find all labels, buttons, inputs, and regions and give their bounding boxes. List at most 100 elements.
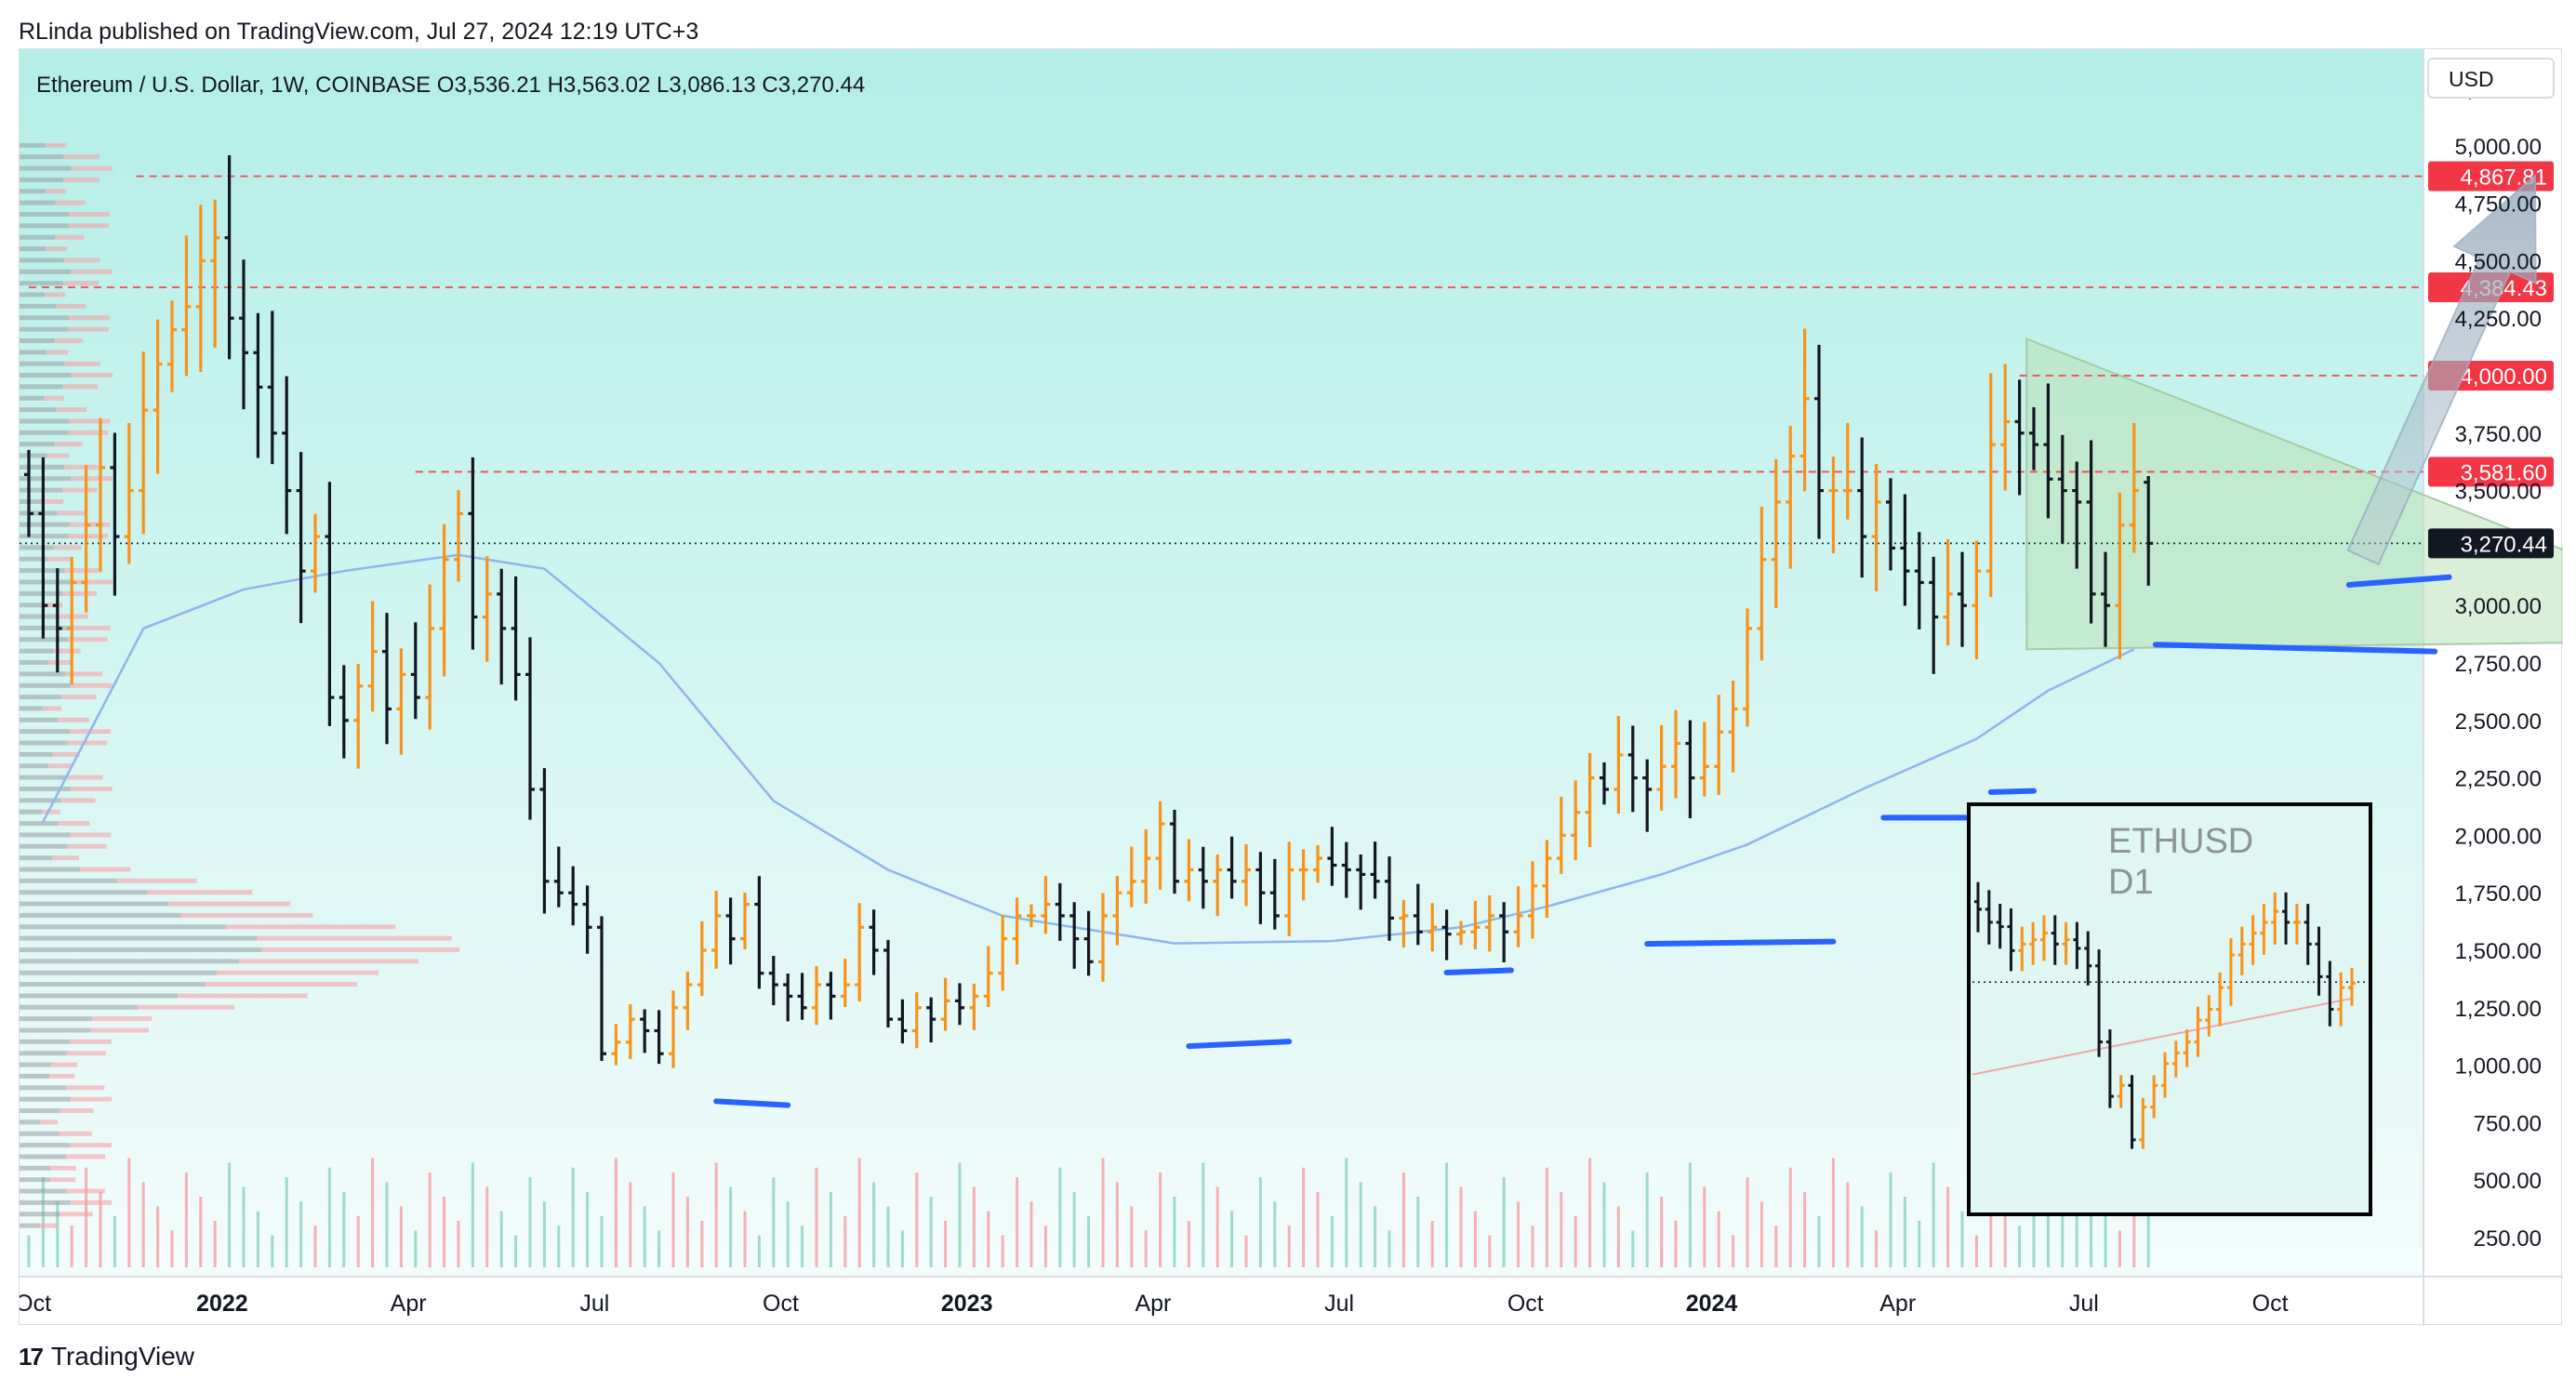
inset-bar [1974,881,1982,933]
ohlc-bar [940,977,950,1031]
profile-bar-down [68,637,108,643]
volume-bar [2118,1230,2121,1267]
volume-bar [643,1206,646,1267]
ohlc-bar [1728,681,1738,773]
profile-bar-up [20,982,206,987]
ohlc-bar [640,1009,650,1053]
ohlc-bar [855,903,865,1002]
profile-bar-up [20,487,63,493]
ohlc-bar [797,973,807,1020]
price-axis[interactable]: 5,250.005,000.004,750.004,500.004,250.00… [2455,77,2542,1252]
ohlc-bar [926,997,936,1043]
x-tick-label: Apr [1135,1291,1171,1317]
profile-bar-up [20,590,62,596]
profile-bar-up [20,281,63,286]
inset-bar [2171,1040,2180,1078]
profile-bar-up [20,453,47,458]
profile-bar-up [20,1119,41,1125]
ohlc-bar [1900,494,1910,606]
profile-bar-up [20,292,45,298]
ohlc-bar [167,300,177,392]
profile-bar-up [20,1073,50,1079]
inset-trend-line [1972,997,2353,1076]
profile-bar-up [20,901,169,907]
volume-bar [1016,1177,1019,1267]
volume-bar [829,1191,832,1267]
profile-bar-up [20,142,46,148]
ohlc-bar [1757,506,1767,661]
ohlc-bar [611,1024,621,1066]
profile-bar-down [70,1143,112,1148]
profile-bar-down [69,625,111,630]
volume-bar [815,1167,818,1267]
volume-bar [1374,1206,1377,1267]
volume-bar [1273,1201,1277,1267]
volume-bar [1473,1211,1477,1267]
volume-bar [1660,1197,1664,1267]
profile-bar-up [20,384,63,390]
support-line [2345,574,2452,588]
level-price-label: 3,270.44 [2461,532,2547,557]
ohlc-bar [110,432,120,596]
ohlc-bar [1242,844,1251,907]
profile-bar-up [20,682,71,688]
profile-bar-down [63,361,101,366]
profile-bar-down [43,603,63,608]
volume-bar [1674,1221,1678,1267]
level-price-tag [2428,457,2554,487]
inset-bar [2051,915,2059,965]
inset-bar [2062,921,2070,965]
profile-bar-down [70,1039,112,1044]
ohlc-bar [439,523,449,677]
volume-bar [1788,1167,1792,1267]
ohlc-bar [38,457,48,639]
profile-bar-up [20,775,66,780]
volume-bar [772,1177,776,1267]
profile-bar-down [226,924,396,930]
inset-bar [2237,926,2246,975]
profile-bar-down [138,1004,234,1010]
inset-bar [2326,960,2334,1027]
profile-bar-up [20,269,71,274]
inset-title: ETHUSD [2108,822,2253,861]
volume-bar [271,1235,274,1267]
profile-bar-down [56,407,87,413]
volume-bar [729,1186,733,1267]
profile-bar-up [20,798,61,803]
ohlc-bar [1027,904,1036,928]
inset-bar [2205,995,2213,1037]
currency-badge[interactable]: USD [2427,58,2555,99]
ohlc-bar [1699,722,1709,797]
volume-bar [700,1221,704,1267]
profile-bar-down [67,1051,106,1056]
profile-bar-up [20,177,64,182]
ohlc-bar [1671,709,1680,799]
ohlc-bar [768,956,778,1006]
profile-bar-down [53,545,82,550]
time-axis[interactable]: Oct 2022 Apr Jul Oct 2023 Apr Jul Oct 2024 Apr Jul O… [20,1291,2289,1317]
profile-bar-down [69,418,111,424]
profile-bar-up [20,1016,93,1022]
ohlc-bar [1627,725,1638,813]
ohlc-bar [282,376,292,535]
profile-bar-down [67,740,108,746]
profile-bar-down [70,1096,113,1102]
ohlc-bar [883,939,893,1028]
profile-bar-up [20,418,70,424]
volume-bar [929,1197,933,1267]
profile-bar-down [68,326,109,332]
profile-bar-up [20,706,43,711]
profile-bar-down [50,1177,76,1183]
chart-area[interactable]: 4,867.81 4,384.43 4,000.00 3,581.60 3,270.44… [19,48,2563,1326]
inset-frame [1967,802,2372,1216]
inset-bar [2161,1052,2169,1098]
inset-bar [2304,904,2312,965]
volume-bar [471,1162,474,1267]
volume-bar [542,1201,546,1267]
profile-bar-down [178,993,308,999]
volume-bar [2132,1172,2136,1267]
price-chart-svg[interactable]: 4,867.814,384.434,000.003,581.603,270.44… [20,49,2563,1326]
volume-bar [1258,1177,1262,1267]
volume-bar [2018,1225,2022,1267]
